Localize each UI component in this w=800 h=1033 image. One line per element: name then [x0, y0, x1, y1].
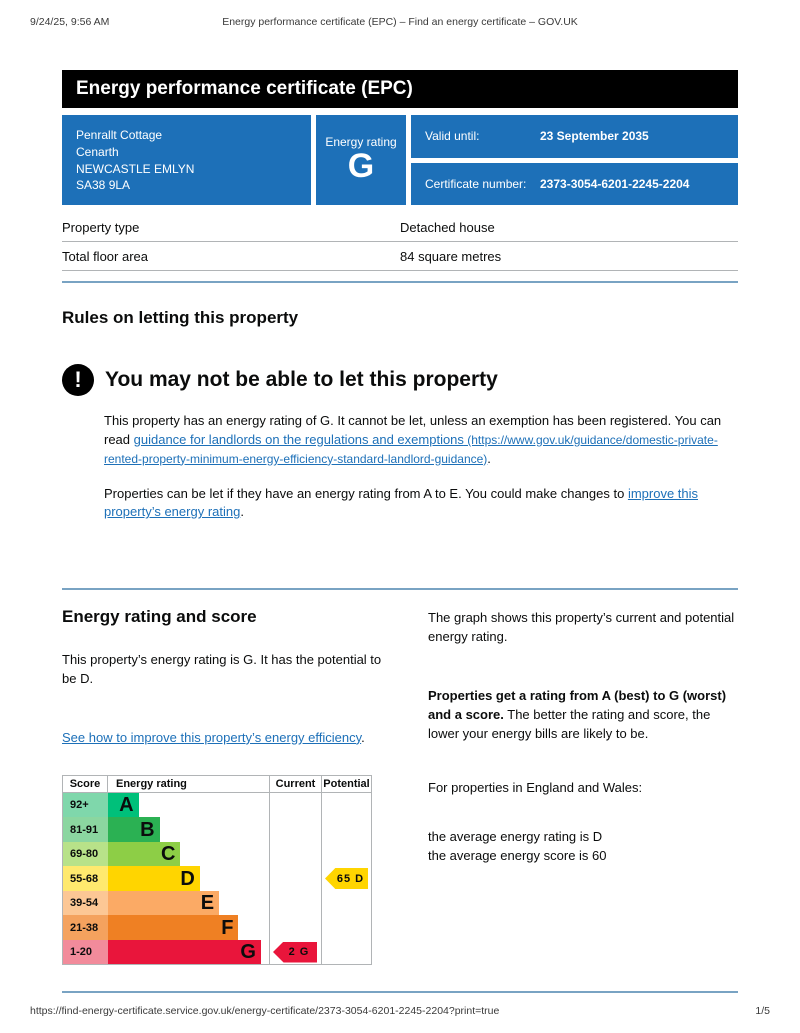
- floor-area-value: 84 square metres: [400, 249, 502, 264]
- print-header: 9/24/25, 9:56 AM Energy performance cert…: [0, 16, 800, 28]
- rating-right-column: The graph shows this property’s current …: [428, 607, 738, 965]
- certificate-summary: Penrallt Cottage Cenarth NEWCASTLE EMLYN…: [62, 115, 738, 205]
- rating-left-column: Energy rating and score This property’s …: [62, 607, 384, 966]
- certificate-page: Energy performance certificate (EPC) Pen…: [62, 70, 738, 994]
- band-b-score: 81-91: [63, 817, 108, 842]
- warning-icon: !: [62, 364, 94, 396]
- section-divider: [62, 281, 738, 283]
- chart-band-f: 21-38 F: [63, 915, 371, 940]
- chart-band-c: 69-80 C: [63, 841, 371, 867]
- chart-band-g: 1-20 G 2 G: [63, 939, 371, 965]
- improve-efficiency-paragraph: See how to improve this property’s energ…: [62, 729, 365, 745]
- energy-rating-section: Energy rating and score This property’s …: [62, 607, 738, 966]
- property-address: Penrallt Cottage Cenarth NEWCASTLE EMLYN…: [62, 115, 311, 205]
- band-d-score: 55-68: [63, 866, 108, 891]
- section-divider: [62, 991, 738, 994]
- certificate-number-label: Certificate number:: [425, 176, 527, 191]
- chart-header-row: Score Energy rating Current Potential: [63, 775, 371, 793]
- rules-heading: Rules on letting this property: [62, 308, 299, 327]
- floor-area-label: Total floor area: [62, 249, 148, 264]
- band-e-bar: E: [108, 890, 220, 916]
- table-row-property-type: Property type Detached house: [62, 213, 738, 242]
- chart-band-a: 92+ A: [63, 792, 371, 818]
- chart-header-potential: Potential: [321, 775, 371, 792]
- graph-description: The graph shows this property’s current …: [428, 610, 735, 645]
- band-c-score: 69-80: [63, 841, 108, 867]
- england-wales-note: For properties in England and Wales:: [428, 780, 643, 796]
- chart-band-b: 81-91 B: [63, 817, 371, 842]
- band-g-score: 1-20: [63, 939, 108, 965]
- landlord-guidance-url[interactable]: (https://www.gov.uk/guidance/domestic-pr…: [104, 432, 718, 466]
- rating-intro: This property’s energy rating is G. It h…: [62, 652, 382, 687]
- certificate-number-row: Certificate number: 2373-3054-6201-2245-…: [411, 162, 738, 205]
- property-type-value: Detached house: [400, 220, 495, 235]
- energy-rating-chart: Score Energy rating Current Potential 92…: [62, 774, 372, 966]
- potential-rating-arrow: 65 D: [325, 868, 368, 889]
- band-f-score: 21-38: [63, 915, 108, 940]
- page-number: 1/5: [755, 1005, 770, 1017]
- current-rating-arrow: 2 G: [273, 941, 317, 963]
- print-page-title: Energy performance certificate (EPC) – F…: [222, 16, 578, 28]
- address-line-2: Cenarth: [76, 144, 119, 159]
- band-g-bar: G: [108, 939, 261, 965]
- rules-body: This property has an energy rating of G.…: [104, 412, 738, 522]
- chart-header-current: Current: [269, 775, 321, 792]
- property-type-label: Property type: [62, 220, 140, 235]
- energy-rating-value: G: [347, 147, 375, 186]
- band-a-score: 92+: [63, 792, 108, 818]
- band-c-bar: C: [108, 841, 181, 867]
- valid-until-label: Valid until:: [425, 129, 480, 144]
- energy-rating-label: Energy rating: [325, 135, 397, 150]
- chart-band-e: 39-54 E: [63, 890, 371, 916]
- energy-rating-badge: Energy rating G: [316, 115, 406, 205]
- band-a-bar: A: [108, 792, 139, 818]
- chart-header-rating: Energy rating: [116, 777, 187, 790]
- valid-until-row: Valid until: 23 September 2035: [411, 115, 738, 158]
- rating-heading: Energy rating and score: [62, 607, 257, 627]
- section-divider: [62, 588, 738, 591]
- certificate-banner: Energy performance certificate (EPC): [62, 70, 738, 108]
- address-line-4: SA38 9LA: [76, 178, 131, 193]
- band-d-bar: D: [108, 866, 200, 891]
- rules-paragraph-1: This property has an energy rating of G.…: [104, 413, 722, 466]
- valid-until-value: 23 September 2035: [540, 129, 649, 144]
- chart-band-d: 55-68 D 65 D: [63, 866, 371, 891]
- landlord-guidance-link[interactable]: guidance for landlords on the regulation…: [104, 431, 718, 466]
- band-e-score: 39-54: [63, 890, 108, 916]
- address-line-3: NEWCASTLE EMLYN: [76, 161, 195, 176]
- warning-banner: ! You may not be able to let this proper…: [62, 364, 738, 396]
- improve-rating-link[interactable]: improve this property’s energy rating: [104, 485, 699, 520]
- rating-explanation: Properties get a rating from A (best) to…: [428, 687, 727, 741]
- improve-efficiency-link[interactable]: See how to improve this property’s energ…: [62, 729, 362, 745]
- property-details-table: Property type Detached house Total floor…: [62, 213, 738, 271]
- chart-header-score: Score: [63, 775, 108, 792]
- banner-title: Energy performance certificate (EPC): [76, 78, 413, 99]
- print-url: https://find-energy-certificate.service.…: [30, 1005, 500, 1017]
- rules-paragraph-2: Properties can be let if they have an en…: [104, 485, 699, 520]
- band-b-bar: B: [108, 817, 160, 842]
- address-line-1: Penrallt Cottage: [76, 128, 163, 142]
- band-f-bar: F: [108, 915, 239, 940]
- warning-title: You may not be able to let this property: [105, 368, 498, 391]
- print-date: 9/24/25, 9:56 AM: [30, 16, 110, 28]
- certificate-meta: Valid until: 23 September 2035 Certifica…: [411, 115, 738, 205]
- certificate-number-value: 2373-3054-6201-2245-2204: [540, 176, 690, 191]
- table-row-floor-area: Total floor area 84 square metres: [62, 242, 738, 271]
